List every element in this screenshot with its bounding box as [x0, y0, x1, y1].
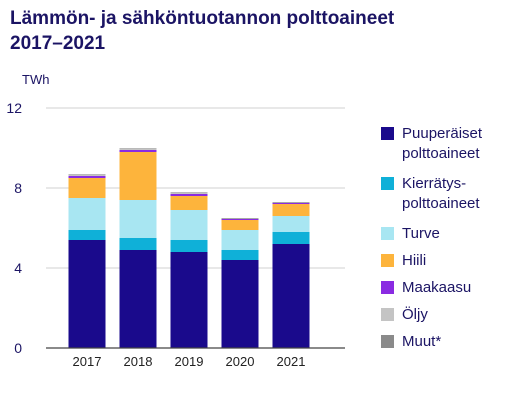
bar-segment — [119, 149, 157, 150]
bar-segment — [272, 216, 310, 232]
bar-segment — [221, 230, 259, 250]
legend-swatch — [381, 335, 394, 348]
bar-segment — [170, 193, 208, 194]
bar-segment — [272, 232, 310, 244]
legend-label: Muut* — [402, 332, 517, 352]
bar-segment — [170, 194, 208, 196]
x-tick-label: 2021 — [277, 354, 306, 369]
chart-title-line-1: Lämmön- ja sähköntuotannon polttoaineet — [10, 8, 395, 29]
bar-segment — [68, 174, 106, 175]
bar-segment — [119, 200, 157, 238]
legend-label: Maakaasu — [402, 278, 517, 298]
bar-segment — [272, 202, 310, 203]
legend-swatch — [381, 227, 394, 240]
x-tick-label: 2020 — [226, 354, 255, 369]
y-tick-label: 8 — [14, 180, 22, 196]
x-tick-label: 2018 — [124, 354, 153, 369]
legend-swatch — [381, 127, 394, 140]
bar-segment — [68, 198, 106, 230]
bar-segment — [170, 192, 208, 193]
legend-label-line: Kierrätys- — [402, 175, 467, 192]
legend-label-line: polttoaineet — [402, 145, 480, 162]
bar-segment — [170, 196, 208, 210]
legend-swatch — [381, 177, 394, 190]
bar-segment — [68, 240, 106, 348]
x-tick-label: 2017 — [73, 354, 102, 369]
bar-segment — [68, 176, 106, 178]
bar-segment — [221, 218, 259, 219]
y-axis-unit-label: TWh — [22, 72, 50, 87]
legend-label: Öljy — [402, 305, 517, 325]
legend-swatch — [381, 308, 394, 321]
legend-label: Puuperäiset polttoaineet — [402, 124, 517, 164]
legend-swatch — [381, 254, 394, 267]
bar-segment — [170, 252, 208, 348]
y-tick-label: 0 — [14, 340, 22, 356]
bar-segment — [272, 244, 310, 348]
legend-label-line: Maakaasu — [402, 279, 472, 296]
x-tick-label: 2019 — [175, 354, 204, 369]
legend-item: Öljy — [381, 305, 517, 325]
bar-segment — [170, 240, 208, 252]
bar-segment — [68, 175, 106, 176]
y-tick-label: 12 — [6, 100, 22, 116]
bar-segment — [221, 219, 259, 220]
bar-segment — [119, 152, 157, 200]
bar-segment — [68, 178, 106, 198]
bar-segment — [68, 230, 106, 240]
legend-label: Hiili — [402, 251, 517, 271]
legend-item: Turve — [381, 224, 517, 244]
chart-title: Lämmön- ja sähköntuotannon polttoaineet … — [10, 6, 394, 56]
legend-label-line: Hiili — [402, 252, 427, 269]
legend-label-line: Puuperäiset — [402, 125, 483, 142]
bar-segment — [272, 202, 310, 203]
bar-segment — [221, 250, 259, 260]
bar-segment — [119, 150, 157, 152]
legend-label-line: Öljy — [402, 306, 428, 323]
bar-segment — [272, 203, 310, 204]
legend-label-line: Muut* — [402, 333, 442, 350]
legend-label: Kierrätys-polttoaineet — [402, 174, 517, 214]
legend-swatch — [381, 281, 394, 294]
legend-item: Maakaasu — [381, 278, 517, 298]
bar-segment — [221, 218, 259, 219]
bar-segment — [119, 148, 157, 149]
legend-item: Muut* — [381, 332, 517, 352]
bar-segment — [119, 238, 157, 250]
legend-label-line: Turve — [402, 225, 440, 242]
bar-segment — [221, 220, 259, 230]
legend-label: Turve — [402, 224, 517, 244]
legend-item: Puuperäiset polttoaineet — [381, 124, 517, 164]
legend-item: Kierrätys-polttoaineet — [381, 174, 517, 214]
y-tick-label: 4 — [14, 260, 22, 276]
legend-label-line: polttoaineet — [402, 195, 480, 212]
bar-segment — [170, 210, 208, 240]
bar-segment — [119, 250, 157, 348]
bar-segment — [221, 260, 259, 348]
chart-title-line-2: 2017–2021 — [10, 33, 106, 54]
bar-segment — [272, 204, 310, 216]
legend-item: Hiili — [381, 251, 517, 271]
